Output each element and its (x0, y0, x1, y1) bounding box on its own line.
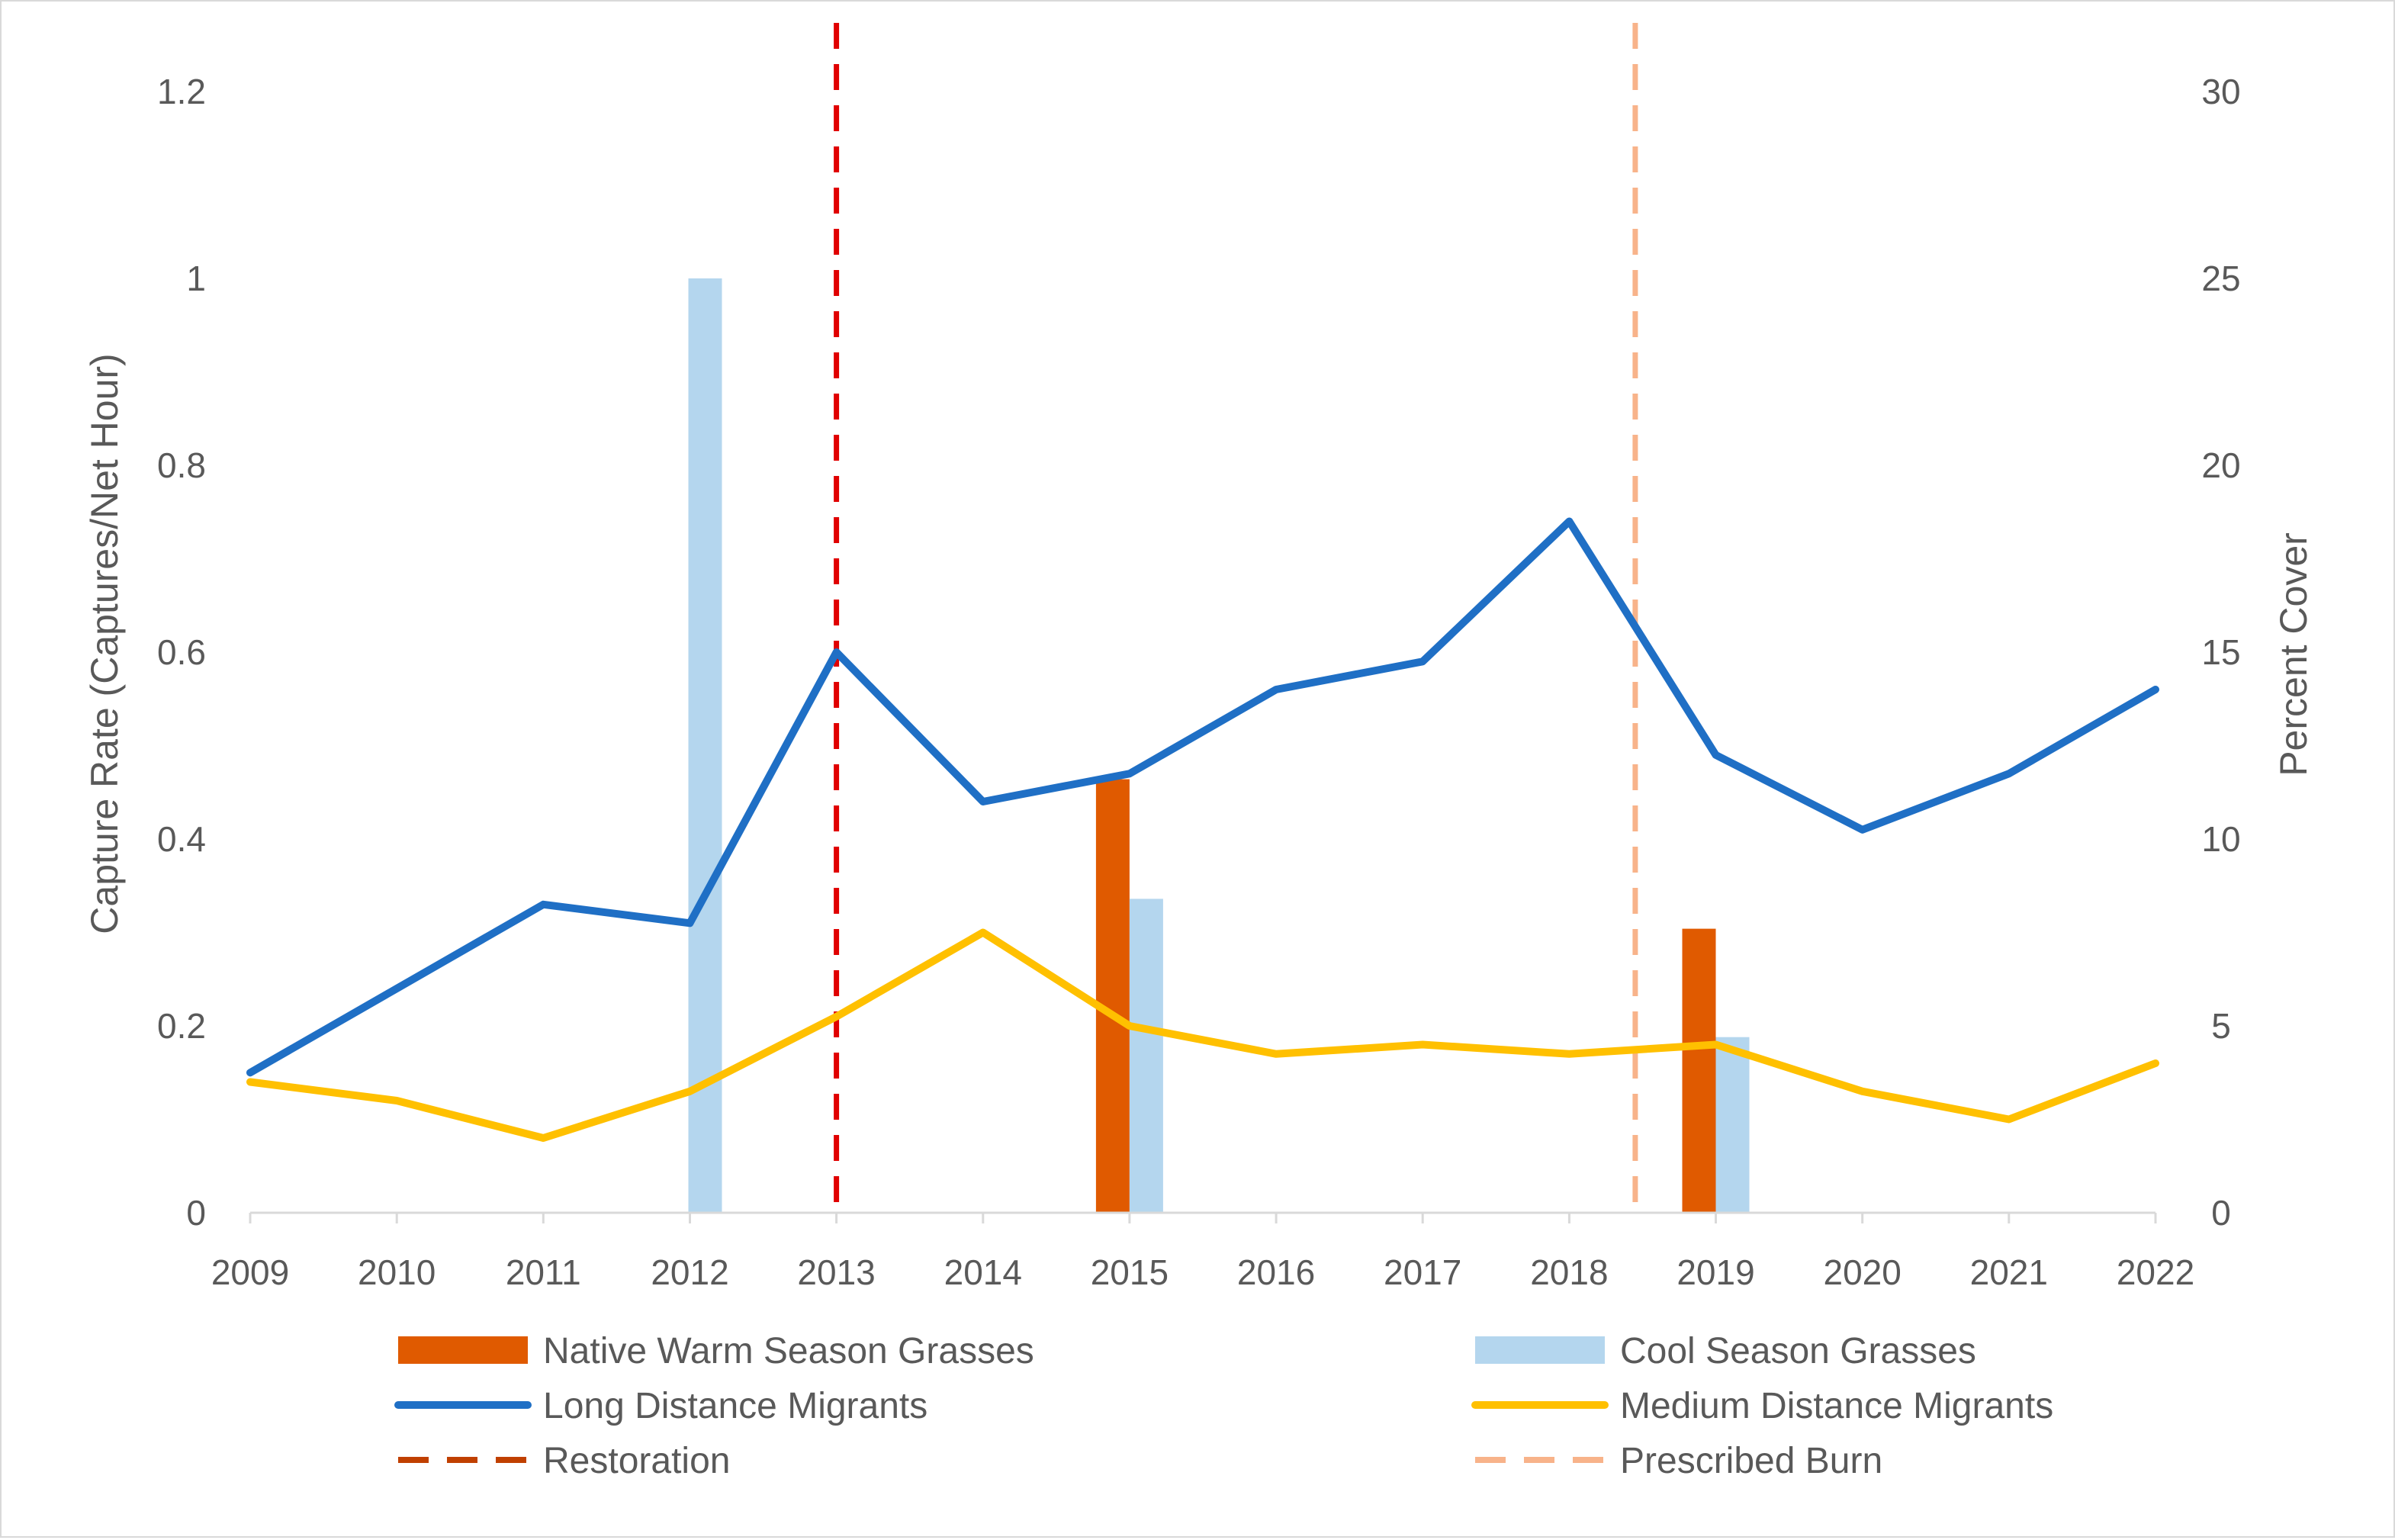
point-medium-distance-migrants-2015 (1128, 1025, 1130, 1027)
point-long-distance-migrants-2017 (1422, 661, 1424, 663)
point-medium-distance-migrants-2012 (689, 1090, 691, 1092)
point-medium-distance-migrants-2016 (1275, 1053, 1278, 1055)
point-long-distance-migrants-2021 (2008, 773, 2010, 775)
bar-native-warm-season-grasses-2019 (1682, 928, 1716, 1213)
point-long-distance-migrants-2022 (2155, 689, 2156, 690)
y-tick-label-0: 0 (186, 1193, 206, 1233)
x-tick-label-2013: 2013 (797, 1252, 875, 1292)
x-tick-label-2014: 2014 (944, 1252, 1022, 1292)
x-tick-label-2021: 2021 (1970, 1252, 2048, 1292)
point-medium-distance-migrants-2019 (1715, 1043, 1717, 1046)
point-long-distance-migrants-2019 (1715, 754, 1717, 756)
point-long-distance-migrants-2009 (249, 1072, 251, 1074)
legend-label-long-distance-migrants: Long Distance Migrants (543, 1386, 927, 1426)
legend: Native Warm Season Grasses Cool Season Gr… (394, 1331, 2053, 1481)
point-medium-distance-migrants-2011 (542, 1137, 545, 1139)
y-tick-label-0.4: 0.4 (157, 819, 206, 859)
x-tick-label-2010: 2010 (358, 1252, 436, 1292)
legend-label-cool-season-grasses: Cool Season Grasses (1620, 1331, 1976, 1371)
bar-cool-season-grasses-2015 (1129, 899, 1163, 1213)
x-tick-label-2017: 2017 (1384, 1252, 1461, 1292)
point-long-distance-migrants-2011 (542, 903, 545, 905)
x-tick-label-2012: 2012 (651, 1252, 728, 1292)
lines-layer (246, 517, 2159, 1142)
point-long-distance-migrants-2018 (1568, 520, 1570, 522)
y-tick-label-1: 1 (186, 259, 206, 298)
legend-label-prescribed-burn: Prescribed Burn (1620, 1441, 1882, 1481)
y2-tick-label-10: 10 (2201, 819, 2240, 859)
y2-tick-label-30: 30 (2201, 72, 2240, 111)
y2-tick-label-0: 0 (2211, 1193, 2231, 1233)
point-long-distance-migrants-2010 (396, 988, 398, 989)
legend-label-native-warm-season-grasses: Native Warm Season Grasses (543, 1331, 1034, 1371)
point-medium-distance-migrants-2009 (249, 1081, 251, 1083)
x-tick-label-2011: 2011 (506, 1252, 581, 1292)
y-tick-label-0.2: 0.2 (157, 1006, 206, 1046)
line-series-medium-distance-migrants (246, 928, 2159, 1142)
legend-label-restoration: Restoration (543, 1441, 730, 1481)
y2-tick-label-20: 20 (2201, 445, 2240, 485)
point-medium-distance-migrants-2020 (1861, 1090, 1863, 1092)
y-tick-label-1.2: 1.2 (157, 72, 206, 111)
legend-swatch-native-warm-season-grasses (398, 1336, 528, 1364)
point-medium-distance-migrants-2017 (1422, 1043, 1424, 1046)
x-tick-label-2018: 2018 (1530, 1252, 1608, 1292)
point-medium-distance-migrants-2010 (396, 1100, 398, 1101)
x-tick-label-2016: 2016 (1237, 1252, 1315, 1292)
point-medium-distance-migrants-2022 (2155, 1063, 2156, 1064)
y2-tick-label-5: 5 (2211, 1006, 2231, 1046)
x-tick-label-2015: 2015 (1091, 1252, 1169, 1292)
y-tick-label-0.6: 0.6 (157, 632, 206, 672)
x-tick-label-2022: 2022 (2117, 1252, 2194, 1292)
legend-label-medium-distance-migrants: Medium Distance Migrants (1620, 1386, 2053, 1426)
y2-tick-label-15: 15 (2201, 632, 2240, 672)
line-series-long-distance-migrants (246, 517, 2159, 1077)
bar-cool-season-grasses-2012 (688, 278, 722, 1213)
legend-swatch-cool-season-grasses (1475, 1336, 1605, 1364)
point-long-distance-migrants-2015 (1128, 773, 1130, 775)
ticks-layer: 2009 2010 2011 2012 2013 2014 2015 2016 2017 2018… (157, 72, 2241, 1292)
x-tick-label-2019: 2019 (1676, 1252, 1754, 1292)
point-medium-distance-migrants-2014 (982, 931, 984, 934)
x-tick-label-2020: 2020 (1824, 1252, 1902, 1292)
y2-tick-label-25: 25 (2201, 259, 2240, 298)
point-medium-distance-migrants-2018 (1568, 1053, 1570, 1055)
point-long-distance-migrants-2020 (1861, 828, 1863, 831)
point-long-distance-migrants-2014 (982, 801, 984, 802)
point-long-distance-migrants-2013 (835, 651, 837, 653)
point-long-distance-migrants-2016 (1275, 689, 1278, 690)
bar-native-warm-season-grasses-2015 (1095, 779, 1130, 1213)
y2-axis-title: Percent Cover (2272, 532, 2315, 776)
y-axis-title: Capture Rate (Captures/Net Hour) (83, 353, 126, 934)
bar-cool-season-grasses-2019 (1715, 1037, 1750, 1213)
y-tick-label-0.8: 0.8 (157, 445, 206, 485)
point-medium-distance-migrants-2021 (2008, 1118, 2010, 1120)
point-medium-distance-migrants-2013 (835, 1015, 837, 1018)
point-long-distance-migrants-2012 (689, 922, 691, 924)
x-tick-label-2009: 2009 (211, 1252, 289, 1292)
markers-layer (834, 23, 1638, 1213)
bars-layer (688, 278, 1750, 1213)
